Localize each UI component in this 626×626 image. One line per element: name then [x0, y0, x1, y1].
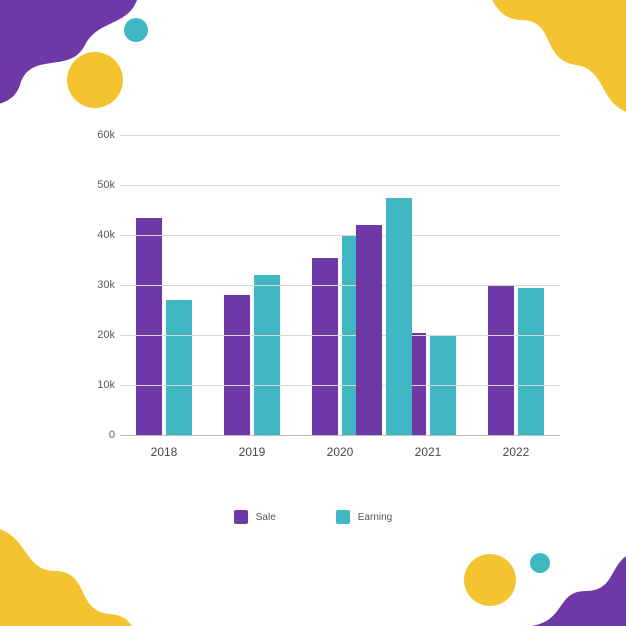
chart-bar	[224, 295, 250, 435]
chart-ytick-label: 50k	[75, 179, 115, 191]
legend-item-earning: Earning	[336, 510, 392, 524]
infographic-canvas: 0 10k 20k 30k 40k 50k 60k 20182019202020212022…	[0, 0, 626, 626]
chart-gridline	[120, 135, 560, 136]
chart-bar	[254, 275, 280, 435]
chart-x-axis: 20182019202020212022	[120, 435, 560, 465]
chart-xtick-label: 2018	[120, 435, 208, 465]
legend-swatch	[336, 510, 350, 524]
chart-ytick-label: 0	[75, 429, 115, 441]
decor-circle-yellow-top	[67, 52, 123, 108]
legend-item-sale: Sale	[234, 510, 276, 524]
chart-bar	[136, 218, 162, 436]
decor-circle-teal-bottom	[530, 553, 550, 573]
chart-xtick-label: 2021	[384, 435, 472, 465]
chart-bar	[518, 288, 544, 436]
chart-plot-area	[120, 135, 560, 435]
legend-label: Sale	[256, 512, 276, 523]
chart-gridline	[120, 235, 560, 236]
decor-circle-teal-top	[124, 18, 148, 42]
chart-xtick-label: 2020	[296, 435, 384, 465]
chart-gridline	[120, 185, 560, 186]
chart-gridline	[120, 385, 560, 386]
chart-ytick-label: 10k	[75, 379, 115, 391]
chart-ytick-label: 60k	[75, 129, 115, 141]
decor-blob-bottom-left	[0, 516, 140, 626]
decor-circle-yellow-bottom	[464, 554, 516, 606]
chart-bar	[488, 285, 514, 435]
chart-ytick-label: 40k	[75, 229, 115, 241]
chart-legend: Sale Earning	[0, 510, 626, 524]
chart-xtick-label: 2019	[208, 435, 296, 465]
chart-xtick-label: 2022	[472, 435, 560, 465]
bar-chart: 010k20k30k40k50k60k 20182019202020212022	[75, 135, 560, 465]
chart-ytick-label: 30k	[75, 279, 115, 291]
chart-bar	[166, 300, 192, 435]
chart-gridline	[120, 285, 560, 286]
chart-gridline	[120, 335, 560, 336]
chart-bar-overlay	[386, 198, 412, 436]
chart-bar-overlay	[356, 225, 382, 435]
legend-label: Earning	[358, 512, 392, 523]
decor-blob-top-right	[476, 0, 626, 120]
legend-swatch	[234, 510, 248, 524]
chart-ytick-label: 20k	[75, 329, 115, 341]
